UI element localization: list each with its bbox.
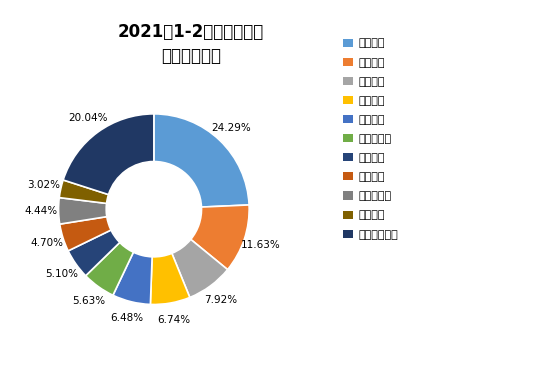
Wedge shape [172, 239, 228, 298]
Text: 3.02%: 3.02% [27, 180, 61, 190]
Wedge shape [58, 197, 107, 224]
Text: 2021年1-2月多缸柴油机: 2021年1-2月多缸柴油机 [118, 23, 264, 41]
Text: 11.63%: 11.63% [241, 240, 281, 250]
Text: 6.74%: 6.74% [157, 315, 190, 325]
Wedge shape [68, 230, 120, 276]
Text: 5.63%: 5.63% [72, 296, 105, 306]
Text: 5.10%: 5.10% [45, 269, 79, 279]
Text: 6.48%: 6.48% [110, 314, 144, 323]
Text: 4.44%: 4.44% [25, 206, 58, 216]
Wedge shape [191, 205, 249, 269]
Text: 20.04%: 20.04% [68, 113, 108, 123]
Text: 企业市场分布: 企业市场分布 [161, 47, 221, 65]
Legend: 潍柴控股, 玉柴集团, 云内动力, 解放动力, 安徽全柴, 福田康明斯, 江铃汽车, 浙江新柴, 东风康明斯, 上柴股份, 其他企业合计: 潍柴控股, 玉柴集团, 云内动力, 解放动力, 安徽全柴, 福田康明斯, 江铃汽… [341, 36, 400, 242]
Wedge shape [63, 114, 154, 195]
Text: 7.92%: 7.92% [204, 295, 237, 305]
Wedge shape [60, 180, 109, 203]
Wedge shape [154, 114, 249, 207]
Wedge shape [86, 242, 133, 295]
Text: 24.29%: 24.29% [212, 123, 252, 133]
Wedge shape [60, 217, 111, 251]
Wedge shape [150, 253, 190, 305]
Wedge shape [113, 252, 152, 305]
Text: 4.70%: 4.70% [30, 238, 63, 248]
